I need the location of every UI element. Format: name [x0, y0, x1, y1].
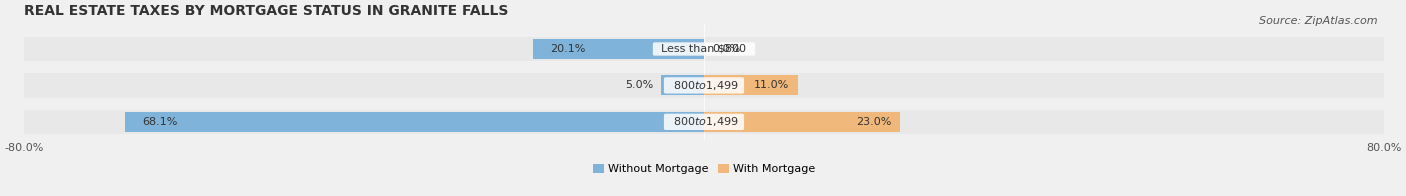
Bar	[661, 75, 704, 95]
Text: 0.0%: 0.0%	[713, 44, 741, 54]
Bar	[24, 73, 1384, 98]
Bar	[24, 110, 1384, 134]
Text: Source: ZipAtlas.com: Source: ZipAtlas.com	[1260, 16, 1378, 26]
Bar	[704, 112, 900, 132]
Text: 68.1%: 68.1%	[142, 117, 177, 127]
Bar	[24, 37, 1384, 61]
Text: REAL ESTATE TAXES BY MORTGAGE STATUS IN GRANITE FALLS: REAL ESTATE TAXES BY MORTGAGE STATUS IN …	[24, 4, 508, 18]
Text: $800 to $1,499: $800 to $1,499	[665, 79, 742, 92]
Text: 5.0%: 5.0%	[624, 80, 652, 90]
Bar	[704, 75, 797, 95]
Text: 23.0%: 23.0%	[856, 117, 891, 127]
Legend: Without Mortgage, With Mortgage: Without Mortgage, With Mortgage	[588, 160, 820, 179]
Text: $800 to $1,499: $800 to $1,499	[665, 115, 742, 128]
Text: Less than $800: Less than $800	[655, 44, 754, 54]
Text: 11.0%: 11.0%	[754, 80, 789, 90]
Text: 20.1%: 20.1%	[550, 44, 585, 54]
Bar	[533, 39, 704, 59]
Bar	[125, 112, 704, 132]
